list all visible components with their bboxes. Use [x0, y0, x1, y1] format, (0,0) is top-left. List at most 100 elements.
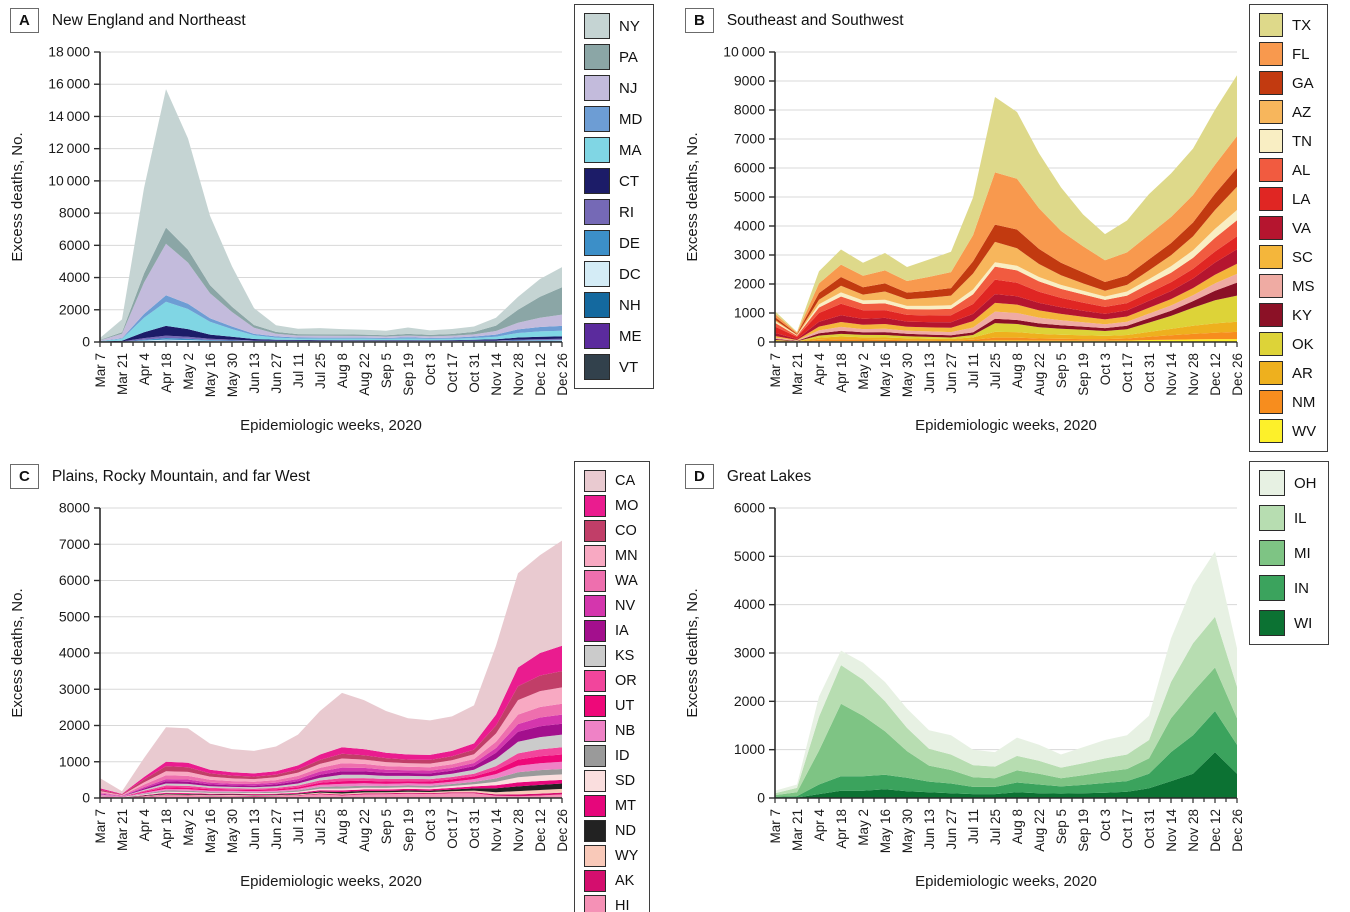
legend-swatch-VT	[584, 354, 610, 380]
legend-item-NM: NM	[1259, 390, 1316, 414]
svg-text:6000: 6000	[734, 500, 765, 516]
svg-text:Apr 4: Apr 4	[137, 353, 152, 386]
area-CT	[100, 325, 562, 342]
legend-item-RI: RI	[584, 199, 642, 225]
legend-swatch-NY	[584, 13, 610, 39]
legend-swatch-LA	[1259, 187, 1283, 211]
area-NJ	[100, 243, 562, 341]
area-WY	[100, 788, 562, 798]
legend-swatch-KY	[1259, 303, 1283, 327]
legend-label-ID: ID	[615, 748, 630, 764]
legend-swatch-RI	[584, 199, 610, 225]
y-axis-title: Excess deaths, No.	[9, 132, 26, 261]
legend-label-NV: NV	[615, 598, 636, 614]
svg-text:May 30: May 30	[900, 809, 915, 853]
svg-text:May 2: May 2	[181, 809, 196, 846]
panel-title: Southeast and Southwest	[726, 11, 904, 29]
svg-text:0: 0	[82, 334, 90, 350]
svg-text:Oct 31: Oct 31	[467, 809, 482, 849]
legend-label-MA: MA	[619, 141, 642, 159]
legend-swatch-WA	[584, 570, 606, 592]
svg-text:5000: 5000	[734, 189, 765, 205]
panel-label: A	[10, 8, 39, 33]
y-axis-title: Excess deaths, No.	[684, 588, 701, 717]
area-OK	[775, 295, 1237, 342]
legend-item-IN: IN	[1259, 575, 1317, 601]
svg-text:Jul 25: Jul 25	[988, 809, 1003, 845]
legend-item-ND: ND	[584, 820, 638, 842]
svg-text:Jun 13: Jun 13	[922, 353, 937, 394]
legend-item-HI: HI	[584, 895, 638, 912]
svg-text:Dec 12: Dec 12	[533, 353, 548, 396]
legend-label-WA: WA	[615, 573, 638, 589]
y-axis-title: Excess deaths, No.	[9, 588, 26, 717]
svg-text:Sep 5: Sep 5	[1054, 809, 1069, 844]
legend-item-LA: LA	[1259, 187, 1316, 211]
svg-text:Aug 22: Aug 22	[1032, 353, 1047, 396]
svg-text:May 16: May 16	[878, 809, 893, 853]
legend-swatch-ID	[584, 745, 606, 767]
svg-text:Jul 25: Jul 25	[313, 809, 328, 845]
svg-text:Sep 5: Sep 5	[379, 809, 394, 844]
svg-text:Aug 22: Aug 22	[1032, 809, 1047, 852]
svg-text:6000: 6000	[59, 237, 90, 253]
svg-text:8000: 8000	[59, 500, 90, 516]
axes: 0 1000 2000 3000 4000 5000 6000 7000 8000 Mar 7 Ma…	[59, 500, 570, 854]
axes: 0 1000 2000 3000 4000 5000 6000 7000 8000 9000 10 …	[723, 44, 1245, 398]
svg-text:Oct 17: Oct 17	[1120, 809, 1135, 849]
legend-swatch-ME	[584, 323, 610, 349]
legend-label-FL: FL	[1292, 45, 1310, 63]
legend-item-ME: ME	[584, 323, 642, 349]
legend-item-MI: MI	[1259, 540, 1317, 566]
legend-item-OK: OK	[1259, 332, 1316, 356]
legend-item-TX: TX	[1259, 13, 1316, 37]
y-axis-title: Excess deaths, No.	[684, 132, 701, 261]
legend-great-lakes: OH IL MI IN WI	[1249, 461, 1329, 645]
svg-text:12 000: 12 000	[48, 140, 90, 156]
legend-swatch-NH	[584, 292, 610, 318]
stacked-areas	[775, 551, 1237, 798]
legend-swatch-AR	[1259, 361, 1283, 385]
svg-text:Nov 14: Nov 14	[1164, 353, 1179, 396]
legend-plains: CA MO CO MN WA NV IA KS OR UT NB ID SD MT ND WY AK HI	[574, 461, 651, 912]
legend-label-MI: MI	[1294, 544, 1311, 562]
legend-label-NJ: NJ	[619, 79, 638, 97]
legend-item-IA: IA	[584, 620, 638, 642]
svg-text:7000: 7000	[59, 536, 90, 552]
svg-text:6000: 6000	[734, 160, 765, 176]
svg-text:Jul 25: Jul 25	[988, 353, 1003, 389]
stacked-areas	[100, 540, 562, 798]
legend-label-TN: TN	[1292, 132, 1312, 150]
svg-text:Aug 8: Aug 8	[1010, 809, 1025, 844]
svg-text:Mar 21: Mar 21	[790, 353, 805, 395]
legend-label-KY: KY	[1292, 306, 1313, 324]
svg-text:Aug 8: Aug 8	[1010, 353, 1025, 388]
svg-text:Oct 3: Oct 3	[423, 809, 438, 841]
legend-item-NY: NY	[584, 13, 642, 39]
svg-text:Aug 8: Aug 8	[335, 809, 350, 844]
svg-text:4000: 4000	[734, 596, 765, 612]
legend-label-MD: MD	[619, 110, 643, 128]
svg-text:Oct 31: Oct 31	[1142, 353, 1157, 393]
svg-text:Mar 21: Mar 21	[790, 809, 805, 851]
svg-text:May 16: May 16	[203, 809, 218, 853]
svg-text:Mar 21: Mar 21	[115, 809, 130, 851]
svg-text:Nov 28: Nov 28	[1186, 353, 1201, 396]
svg-text:Jun 27: Jun 27	[944, 809, 959, 850]
panel-label: B	[685, 8, 714, 33]
svg-text:Jun 13: Jun 13	[247, 809, 262, 850]
area-TN	[775, 210, 1237, 336]
legend-item-PA: PA	[584, 44, 642, 70]
legend-item-TN: TN	[1259, 129, 1316, 153]
legend-item-ID: ID	[584, 745, 638, 767]
legend-item-WY: WY	[584, 845, 638, 867]
svg-text:4000: 4000	[59, 645, 90, 661]
area-SD	[100, 774, 562, 798]
legend-swatch-MT	[584, 795, 606, 817]
legend-southeast: TX FL GA AZ TN AL LA VA SC MS KY OK AR NM WV	[1249, 4, 1329, 452]
area-TX	[775, 75, 1237, 333]
legend-swatch-OH	[1259, 470, 1285, 496]
legend-new-england: NY PA NJ MD MA CT RI DE DC NH ME VT	[574, 4, 655, 389]
area-MI	[775, 667, 1237, 797]
legend-label-MN: MN	[615, 548, 638, 564]
